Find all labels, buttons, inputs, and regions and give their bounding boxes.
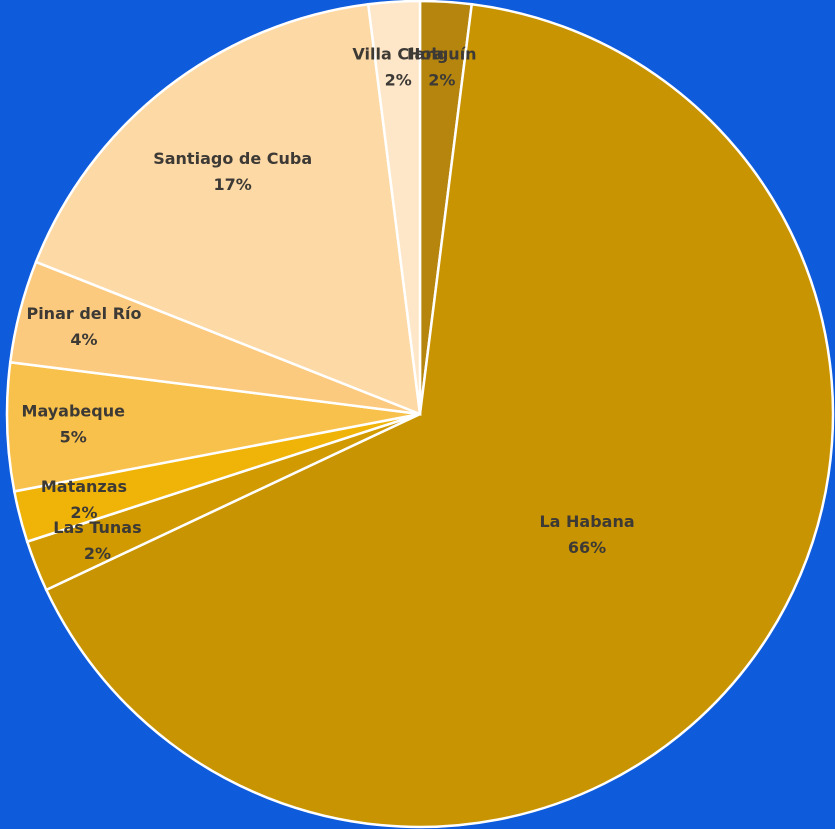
slice-value-label: 2% [385, 70, 412, 89]
pie-slice [366, 0, 422, 415]
slice-label: Matanzas [41, 477, 127, 496]
slice-label: Mayabeque [22, 401, 126, 420]
slice-value-label: 4% [70, 330, 97, 349]
slice-label: Holguín [407, 44, 477, 63]
pie-slice [44, 2, 835, 829]
slice-value-label: 2% [428, 70, 455, 89]
slice-label: Santiago de Cuba [153, 149, 312, 168]
slice-value-label: 17% [214, 175, 252, 194]
slice-label: La Habana [539, 512, 634, 531]
slice-value-label: 2% [84, 544, 111, 563]
slice-value-label: 2% [70, 503, 97, 522]
slice-label: Pinar del Río [26, 304, 141, 323]
slice-value-label: 66% [568, 538, 606, 557]
slice-label: Villa Clara [352, 44, 444, 63]
slice-value-label: 5% [60, 427, 87, 446]
pie-slice [34, 2, 422, 416]
slice-label: Las Tunas [53, 518, 141, 537]
